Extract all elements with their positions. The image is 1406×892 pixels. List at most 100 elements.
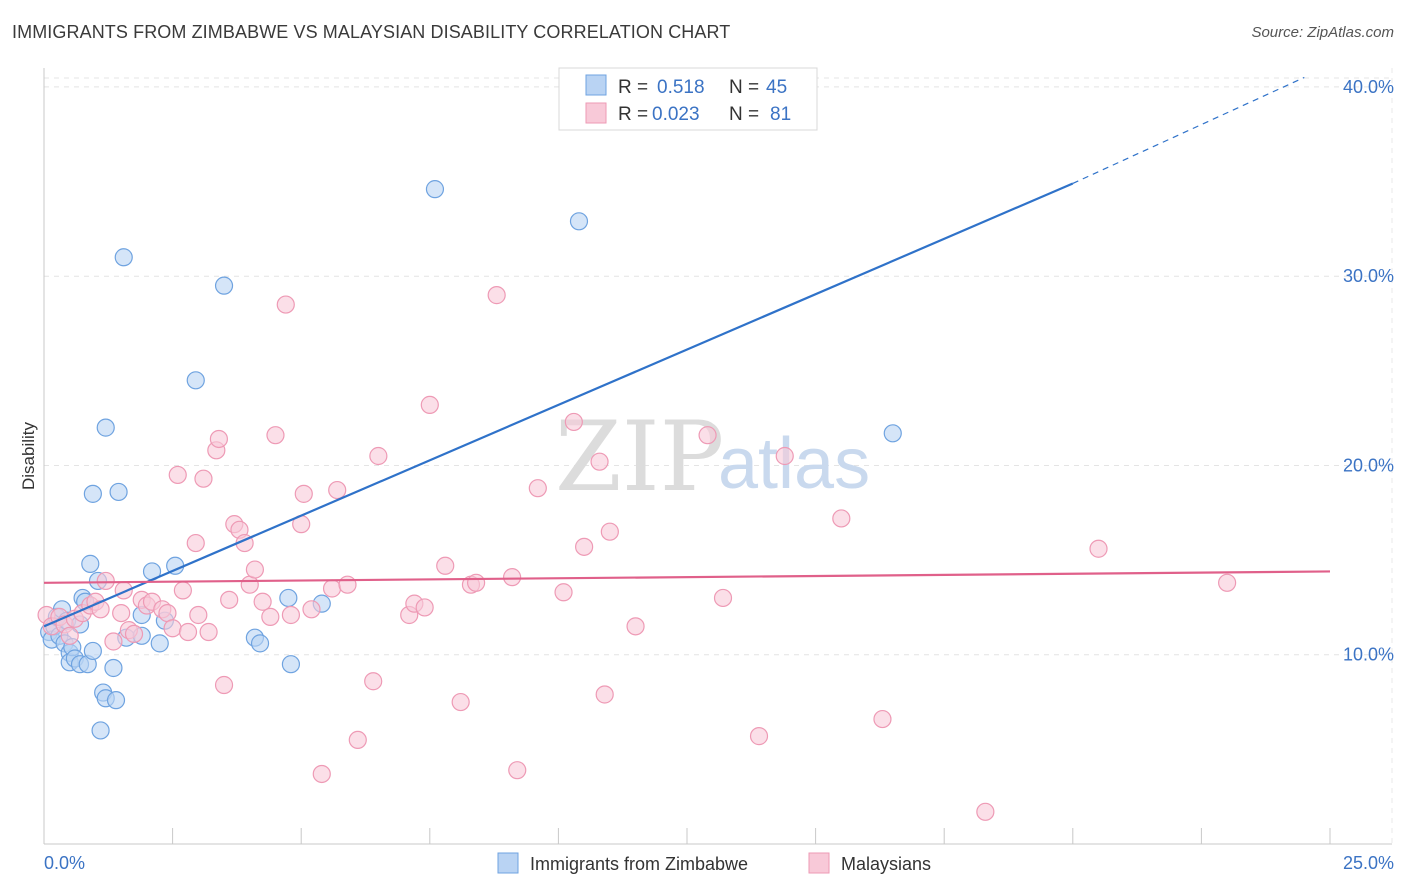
stats-legend: R = 0.518 N = 45 R = 0.023 N = 81: [558, 67, 818, 131]
point-series-1-65: [554, 583, 573, 602]
point-series-1-20: [158, 603, 177, 623]
point-series-1-66: [564, 412, 583, 432]
point-series-1-22: [168, 465, 187, 485]
data-points: [37, 180, 1237, 821]
chart-title: IMMIGRANTS FROM ZIMBABWE VS MALAYSIAN DI…: [12, 22, 731, 42]
point-series-1-61: [487, 286, 506, 305]
y-tick-label-1: 20.0%: [1343, 455, 1394, 475]
point-series-1-50: [348, 730, 367, 750]
point-series-1-79: [1089, 539, 1108, 558]
bottom-legend-swatch-malaysians: [808, 852, 830, 874]
legend-swatch-malaysians: [585, 102, 607, 124]
point-series-0-19: [83, 484, 102, 503]
x-tick-label-max: 25.0%: [1343, 853, 1394, 873]
point-series-1-77: [873, 709, 892, 729]
point-series-0-44: [569, 212, 589, 231]
point-series-1-64: [528, 479, 547, 498]
legend-r-label-zimbabwe: R =: [618, 77, 648, 98]
point-series-1-42: [281, 605, 301, 625]
point-series-1-46: [312, 764, 331, 784]
point-series-1-73: [713, 588, 733, 608]
point-series-1-56: [420, 395, 439, 414]
point-series-0-37: [214, 276, 234, 295]
point-series-1-32: [220, 590, 239, 609]
point-series-1-71: [626, 617, 645, 636]
point-series-1-25: [186, 533, 205, 553]
y-tick-label-0: 10.0%: [1343, 645, 1394, 665]
point-series-1-55: [415, 598, 434, 617]
legend-n-label-zimbabwe: N =: [729, 77, 759, 98]
point-series-0-24: [96, 418, 115, 437]
series-legend: Immigrants from Zimbabwe Malaysians: [497, 852, 931, 874]
point-series-1-76: [832, 509, 851, 528]
trend-line-series-0: [43, 182, 1074, 628]
point-series-1-62: [503, 568, 522, 587]
point-series-1-80: [1218, 573, 1237, 592]
point-series-1-27: [194, 469, 213, 488]
point-series-1-41: [276, 295, 295, 314]
point-series-0-39: [250, 634, 270, 653]
point-series-0-21: [91, 721, 110, 740]
point-series-1-58: [451, 692, 470, 712]
bottom-legend-label-zimbabwe: Immigrants from Zimbabwe: [530, 854, 748, 874]
legend-swatch-zimbabwe: [585, 74, 607, 96]
point-series-1-60: [466, 573, 486, 592]
point-series-1-11: [104, 632, 123, 651]
point-series-1-24: [178, 622, 198, 642]
point-series-0-43: [425, 180, 445, 199]
point-series-1-78: [976, 802, 995, 821]
y-tick-labels: 10.0% 20.0% 30.0% 40.0%: [1343, 77, 1394, 665]
point-series-0-33: [150, 634, 169, 653]
legend-r-label-malaysians: R =: [618, 104, 648, 125]
point-series-1-4: [60, 626, 79, 645]
point-series-1-26: [189, 605, 208, 625]
point-series-0-17: [81, 554, 100, 573]
point-series-1-37: [245, 560, 265, 579]
point-series-1-72: [698, 426, 717, 445]
point-series-1-47: [322, 579, 342, 598]
watermark-zip: ZIP: [555, 401, 724, 513]
legend-n-value-zimbabwe: 45: [766, 77, 787, 98]
chart-source: Source: ZipAtlas.com: [1251, 24, 1394, 41]
y-axis-title: Disability: [19, 421, 38, 490]
point-series-1-15: [124, 624, 144, 644]
point-series-1-69: [595, 685, 614, 704]
point-series-1-31: [214, 675, 234, 695]
point-series-1-45: [302, 600, 321, 619]
point-series-1-63: [508, 761, 527, 780]
trend-line-extension-series-0: [1072, 76, 1305, 184]
point-series-1-23: [173, 581, 192, 600]
point-series-1-10: [96, 571, 115, 591]
point-series-1-21: [163, 619, 182, 638]
point-series-1-12: [112, 603, 131, 623]
point-series-1-40: [266, 426, 285, 445]
point-series-0-41: [281, 655, 301, 674]
trend-line-series-1: [43, 570, 1331, 584]
point-series-1-74: [749, 727, 769, 746]
point-series-1-52: [369, 446, 388, 466]
point-series-0-25: [104, 658, 123, 678]
y-tick-label-3: 40.0%: [1343, 77, 1394, 97]
x-tick-label-min: 0.0%: [44, 853, 85, 873]
point-series-1-75: [775, 446, 794, 466]
point-series-0-45: [883, 424, 902, 443]
point-series-1-57: [436, 556, 455, 575]
point-series-0-36: [186, 371, 205, 390]
point-series-1-28: [199, 622, 218, 642]
legend-r-value-malaysians: 0.023: [652, 104, 700, 125]
point-series-1-49: [338, 575, 357, 594]
y-tick-label-2: 30.0%: [1343, 266, 1394, 286]
point-series-1-67: [575, 537, 594, 556]
point-series-1-48: [328, 480, 347, 500]
legend-r-value-zimbabwe: 0.518: [657, 77, 705, 98]
point-series-1-39: [261, 607, 280, 626]
point-series-0-27: [109, 482, 128, 502]
bottom-legend-label-malaysians: Malaysians: [841, 854, 931, 874]
point-series-0-18: [83, 641, 102, 661]
legend-n-label-malaysians: N =: [729, 104, 759, 125]
bottom-legend-swatch-zimbabwe: [497, 852, 519, 874]
point-series-1-68: [590, 452, 609, 471]
point-series-1-30: [209, 429, 228, 449]
trend-lines: [43, 76, 1331, 628]
